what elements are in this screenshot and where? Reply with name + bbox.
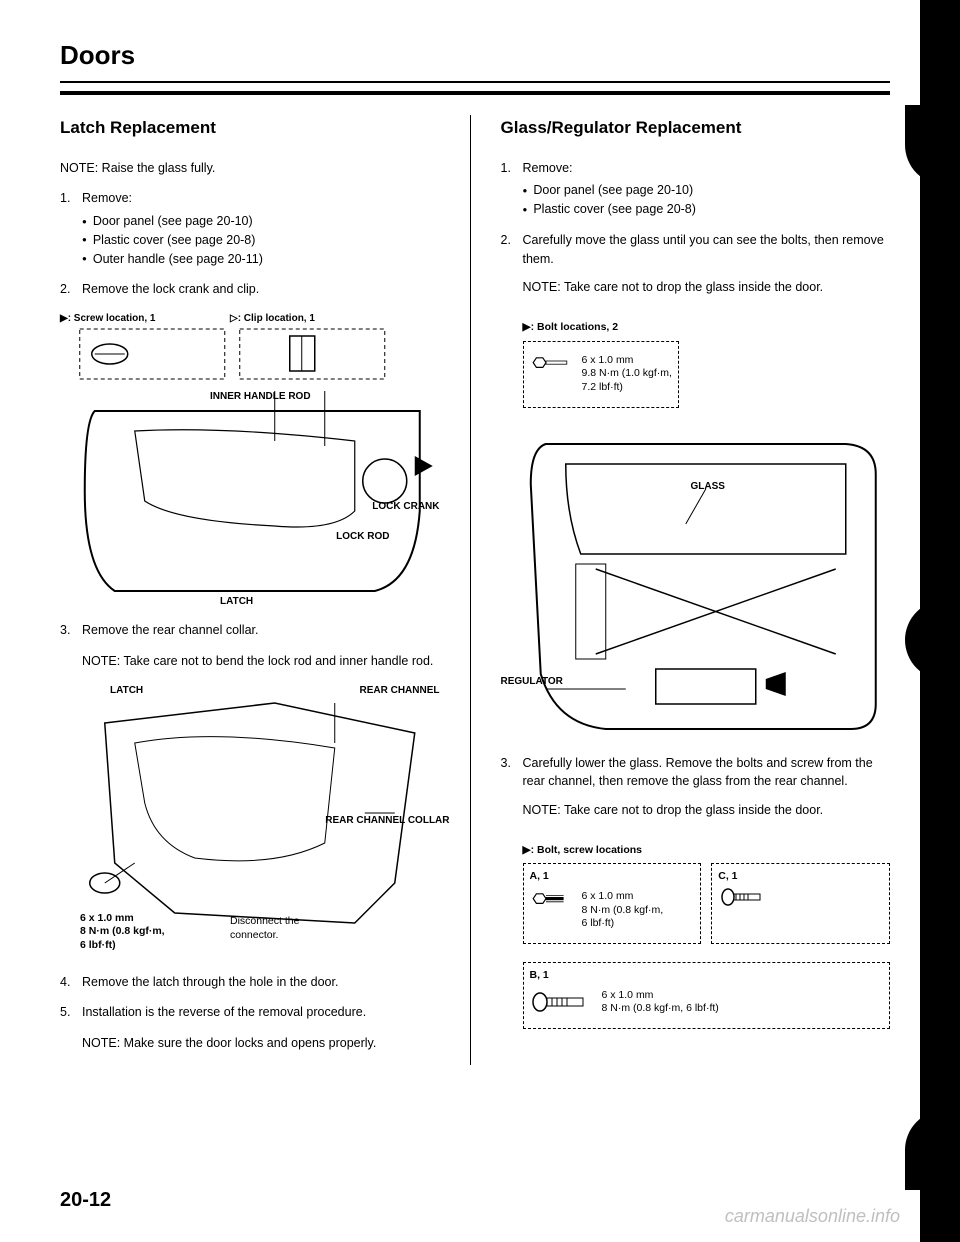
torque-box-b: B, 1 6 x 1.0 mm 8 N·m (0.8 kgf·m, 6 lbf·… (523, 962, 891, 1029)
label-bolt-screw: ▶: Bolt, screw locations (523, 844, 891, 858)
label-rear-channel-collar: REAR CHANNEL COLLAR (325, 813, 449, 828)
note-door-locks: NOTE: Make sure the door locks and opens… (82, 1034, 450, 1053)
step-text: Remove: (523, 161, 573, 175)
step-num: 3. (60, 621, 82, 640)
label-screw: ▶: Screw location, 1 (60, 311, 156, 326)
label-lock-crank: LOCK CRANK (372, 499, 439, 514)
figure-rear-channel: LATCH REAR CHANNEL REAR CHANNEL COLLAR D… (60, 683, 450, 963)
torque-box-a: A, 1 6 x 1.0 mm 8 N·m (0.8 kgf·m, 6 lbf·… (523, 863, 702, 944)
step-text: Remove the lock crank and clip. (82, 280, 450, 299)
step-text: Installation is the reverse of the remov… (82, 1003, 450, 1022)
note-drop-glass-2: NOTE: Take care not to drop the glass in… (523, 801, 891, 820)
bullet: Outer handle (see page 20-11) (82, 250, 450, 269)
torque-box-c: C, 1 (711, 863, 890, 944)
figure-lock-crank: ▶: Screw location, 1 ▷: Clip location, 1 (60, 311, 450, 611)
bullet: Plastic cover (see page 20-8) (82, 231, 450, 250)
label-regulator: REGULATOR (501, 674, 563, 689)
section-title-glass: Glass/Regulator Replacement (501, 115, 891, 141)
label-disconnect: Disconnect the connector. (230, 915, 330, 942)
step-num: 2. (60, 280, 82, 299)
label-glass: GLASS (691, 479, 725, 494)
label-latch: LATCH (110, 683, 143, 698)
divider (60, 91, 890, 95)
step-num: 4. (60, 973, 82, 992)
label-latch: LATCH (220, 594, 253, 609)
label-torque-spec: 6 x 1.0 mm 8 N·m (0.8 kgf·m, 6 lbf·ft) (80, 912, 165, 953)
figure-door-glass: GLASS REGULATOR (501, 424, 891, 744)
step-text: Carefully move the glass until you can s… (523, 231, 891, 269)
screw-icon (718, 884, 768, 910)
bolt-icon (530, 354, 570, 376)
note-raise-glass: NOTE: Raise the glass fully. (60, 159, 450, 178)
right-column: Glass/Regulator Replacement 1. Remove: D… (501, 115, 891, 1065)
step-num: 1. (60, 189, 82, 268)
torque-spec-box: 6 x 1.0 mm 9.8 N·m (1.0 kgf·m, 7.2 lbf·f… (523, 341, 679, 408)
torque-spec-b: 6 x 1.0 mm 8 N·m (0.8 kgf·m, 6 lbf·ft) (602, 989, 719, 1016)
torque-spec: 6 x 1.0 mm 9.8 N·m (1.0 kgf·m, 7.2 lbf·f… (582, 354, 672, 395)
label-c: C, 1 (718, 870, 883, 884)
label-inner-rod: INNER HANDLE ROD (210, 389, 311, 404)
note-drop-glass: NOTE: Take care not to drop the glass in… (523, 278, 891, 297)
section-title-latch: Latch Replacement (60, 115, 450, 141)
bolt-icon (530, 989, 590, 1015)
watermark: carmanualsonline.info (725, 1206, 900, 1227)
step-num: 3. (501, 754, 523, 832)
label-rear-channel: REAR CHANNEL (360, 683, 440, 698)
page-number: 20-12 (60, 1189, 111, 1212)
label-clip: ▷: Clip location, 1 (230, 311, 315, 326)
step-text: Remove the rear channel collar. (82, 621, 450, 640)
bullet: Door panel (see page 20-10) (523, 181, 891, 200)
step-text: Remove the latch through the hole in the… (82, 973, 450, 992)
step-num: 2. (501, 231, 523, 309)
left-column: Latch Replacement NOTE: Raise the glass … (60, 115, 471, 1065)
label-lock-rod: LOCK ROD (336, 529, 389, 544)
step-text: Carefully lower the glass. Remove the bo… (523, 754, 891, 792)
bolt-icon (530, 890, 570, 912)
label-a: A, 1 (530, 870, 695, 884)
note-bend-rod: NOTE: Take care not to bend the lock rod… (82, 652, 450, 671)
torque-spec-a: 6 x 1.0 mm 8 N·m (0.8 kgf·m, 6 lbf·ft) (582, 890, 664, 931)
step-num: 1. (501, 159, 523, 219)
label-b: B, 1 (530, 969, 884, 983)
page-title: Doors (60, 40, 890, 83)
bullet: Door panel (see page 20-10) (82, 212, 450, 231)
step-num: 5. (60, 1003, 82, 1022)
label-bolt-locations: ▶: Bolt locations, 2 (523, 321, 891, 335)
step-text: Remove: (82, 191, 132, 205)
bullet: Plastic cover (see page 20-8) (523, 200, 891, 219)
